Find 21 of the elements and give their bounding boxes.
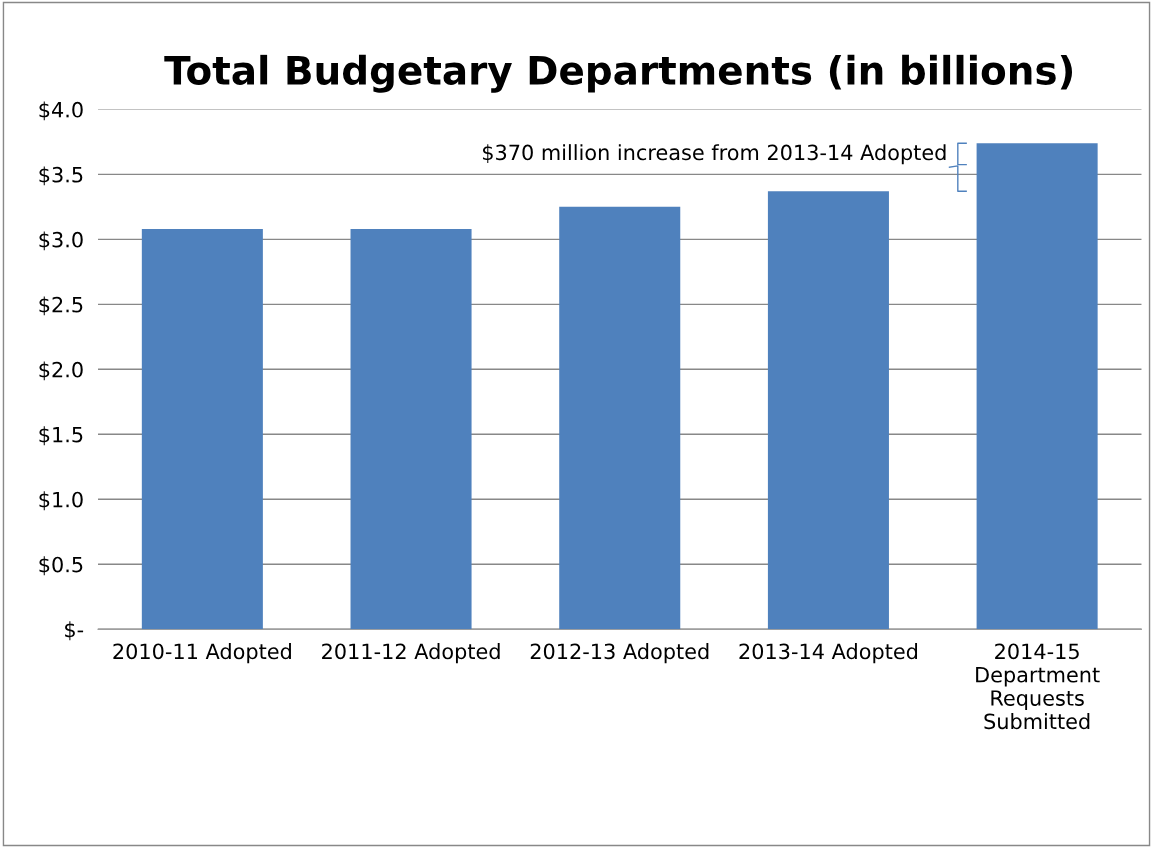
y-tick-label: $2.5 bbox=[39, 296, 83, 316]
y-tick-label: $1.5 bbox=[39, 426, 83, 446]
y-tick-label: $3.0 bbox=[39, 231, 83, 251]
x-tick-label: 2014-15 Department Requests Submitted bbox=[976, 643, 1100, 730]
bar bbox=[767, 191, 889, 630]
annotation: $370 million increase from 2013-14 Adopted bbox=[482, 144, 946, 165]
x-tick-label: 2013-14 Adopted bbox=[739, 643, 918, 664]
y-tick-label: $- bbox=[65, 621, 84, 641]
x-tick-label: 2010-11 Adopted bbox=[113, 643, 291, 664]
chart-title: Total Budgetary Departments (in billions) bbox=[164, 54, 1073, 93]
bar bbox=[350, 228, 472, 630]
y-tick-label: $0.5 bbox=[39, 556, 83, 576]
y-tick-label: $1.0 bbox=[39, 491, 83, 511]
y-tick-label: $2.0 bbox=[39, 361, 83, 381]
x-tick-label: 2011-12 Adopted bbox=[322, 643, 500, 664]
y-tick-label: $3.5 bbox=[39, 166, 83, 186]
x-tick-label: 2012-13 Adopted bbox=[530, 643, 709, 664]
y-tick-label: $4.0 bbox=[39, 101, 83, 121]
bar bbox=[976, 143, 1098, 630]
bar bbox=[559, 206, 681, 630]
bar bbox=[141, 228, 263, 630]
